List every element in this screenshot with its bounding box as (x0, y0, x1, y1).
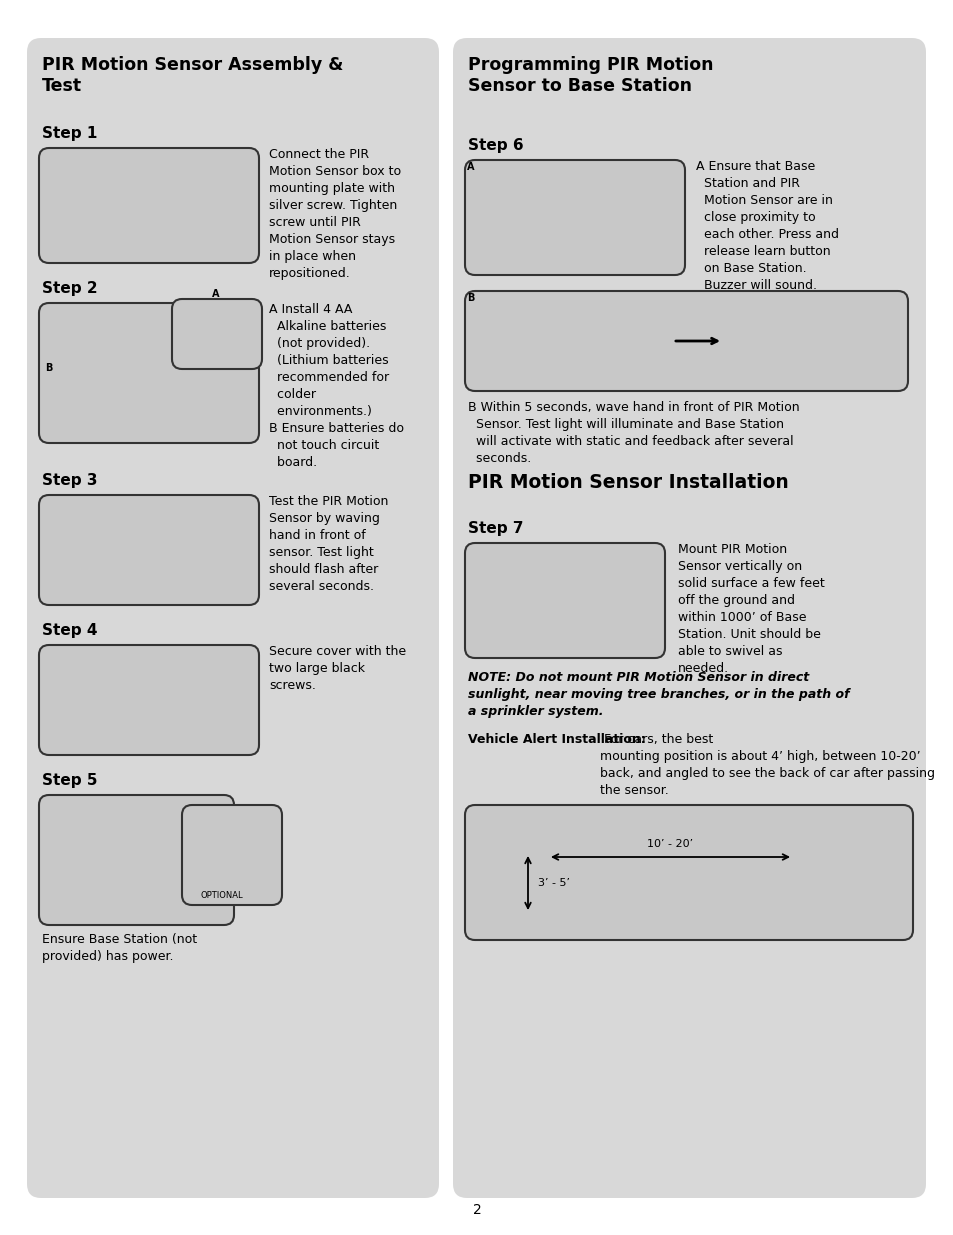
Text: Step 5: Step 5 (42, 773, 97, 788)
FancyBboxPatch shape (464, 543, 664, 658)
Text: Connect the PIR
Motion Sensor box to
mounting plate with
silver screw. Tighten
s: Connect the PIR Motion Sensor box to mou… (269, 148, 400, 280)
FancyBboxPatch shape (464, 805, 912, 940)
Text: Test the PIR Motion
Sensor by waving
hand in front of
sensor. Test light
should : Test the PIR Motion Sensor by waving han… (269, 495, 388, 593)
FancyBboxPatch shape (39, 645, 258, 755)
Text: A: A (467, 162, 474, 172)
Text: Step 2: Step 2 (42, 282, 97, 296)
Text: Step 7: Step 7 (468, 521, 523, 536)
Text: Step 4: Step 4 (42, 622, 97, 638)
FancyBboxPatch shape (39, 795, 233, 925)
Text: Ensure Base Station (not
provided) has power.: Ensure Base Station (not provided) has p… (42, 932, 197, 963)
Text: Mount PIR Motion
Sensor vertically on
solid surface a few feet
off the ground an: Mount PIR Motion Sensor vertically on so… (678, 543, 824, 676)
FancyBboxPatch shape (464, 291, 907, 391)
Text: Programming PIR Motion
Sensor to Base Station: Programming PIR Motion Sensor to Base St… (468, 56, 713, 95)
FancyBboxPatch shape (39, 495, 258, 605)
FancyBboxPatch shape (453, 38, 925, 1198)
FancyBboxPatch shape (464, 161, 684, 275)
Text: Secure cover with the
two large black
screws.: Secure cover with the two large black sc… (269, 645, 406, 692)
Text: 3’ - 5’: 3’ - 5’ (537, 878, 569, 888)
Text: PIR Motion Sensor Installation: PIR Motion Sensor Installation (468, 473, 788, 492)
Text: Step 1: Step 1 (42, 126, 97, 141)
Text: B: B (45, 363, 52, 373)
FancyBboxPatch shape (27, 38, 438, 1198)
Text: 10’ - 20’: 10’ - 20’ (646, 839, 692, 848)
Text: A: A (212, 289, 219, 299)
Text: 2: 2 (472, 1203, 481, 1216)
Text: Step 3: Step 3 (42, 473, 97, 488)
Text: Step 6: Step 6 (468, 138, 523, 153)
FancyBboxPatch shape (39, 148, 258, 263)
FancyBboxPatch shape (172, 299, 262, 369)
FancyBboxPatch shape (39, 303, 258, 443)
FancyBboxPatch shape (182, 805, 282, 905)
Text: B: B (467, 293, 474, 303)
Text: B Within 5 seconds, wave hand in front of PIR Motion
  Sensor. Test light will i: B Within 5 seconds, wave hand in front o… (468, 401, 799, 466)
Text: A Ensure that Base
  Station and PIR
  Motion Sensor are in
  close proximity to: A Ensure that Base Station and PIR Motio… (696, 161, 838, 291)
Text: A Install 4 AA
  Alkaline batteries
  (not provided).
  (Lithium batteries
  rec: A Install 4 AA Alkaline batteries (not p… (269, 303, 403, 469)
Text: For cars, the best
mounting position is about 4’ high, between 10-20’
back, and : For cars, the best mounting position is … (599, 734, 934, 797)
Text: Vehicle Alert Installation:: Vehicle Alert Installation: (468, 734, 645, 746)
Text: OPTIONAL: OPTIONAL (200, 890, 243, 900)
Text: PIR Motion Sensor Assembly &
Test: PIR Motion Sensor Assembly & Test (42, 56, 343, 95)
Text: NOTE: Do not mount PIR Motion Sensor in direct
sunlight, near moving tree branch: NOTE: Do not mount PIR Motion Sensor in … (468, 671, 849, 718)
